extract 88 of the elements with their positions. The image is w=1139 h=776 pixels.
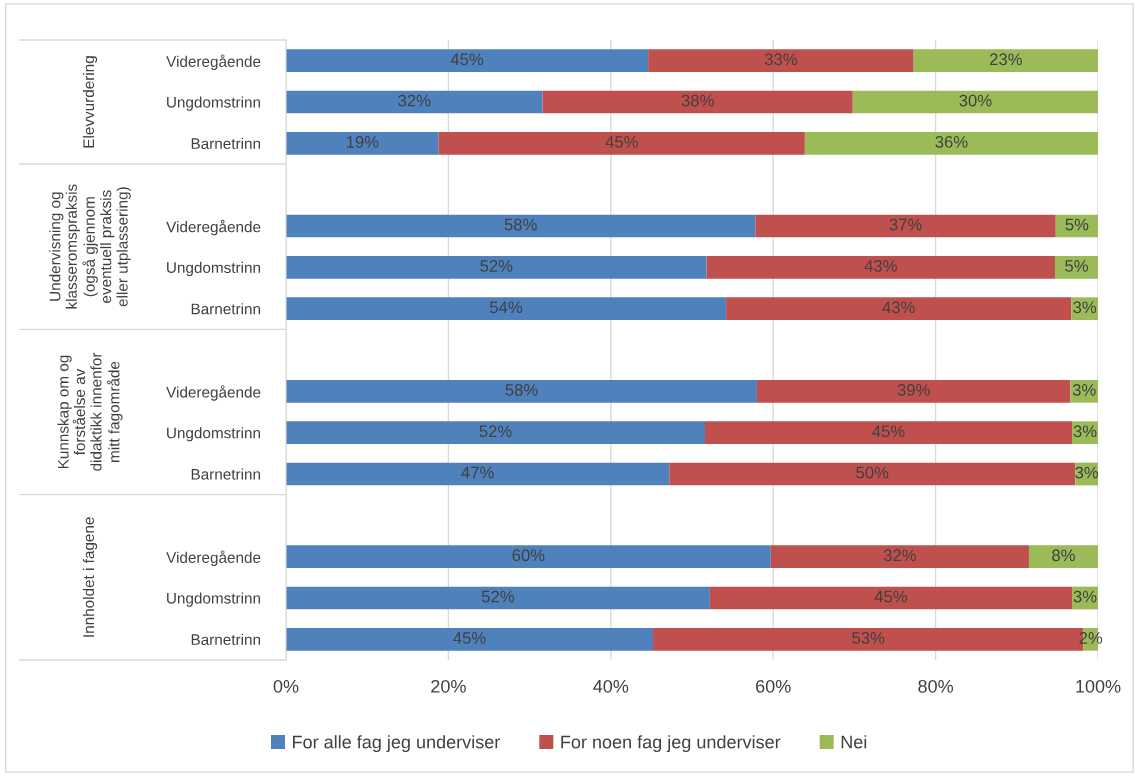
bar bbox=[542, 90, 853, 114]
y-tick-label: Videregående bbox=[166, 550, 261, 566]
y-tick-label: Barnetrinn bbox=[191, 633, 261, 646]
x-tick-label: 60% bbox=[756, 679, 791, 693]
bar bbox=[286, 297, 727, 321]
bar bbox=[286, 586, 710, 610]
bar bbox=[286, 131, 439, 155]
legend-label: For alle fag jeg underviser bbox=[293, 735, 500, 752]
bar bbox=[286, 255, 707, 279]
x-tick-label: 80% bbox=[918, 679, 954, 693]
bar bbox=[286, 462, 670, 486]
data-label: 19% bbox=[346, 136, 379, 148]
text: Innholdet i fagene bbox=[82, 517, 98, 637]
data-label: 5% bbox=[1065, 218, 1089, 231]
y-tick-label: Videregående bbox=[166, 219, 261, 236]
bar bbox=[286, 90, 543, 114]
data-label: 43% bbox=[882, 301, 915, 314]
data-label: 45% bbox=[874, 590, 908, 603]
bar bbox=[286, 421, 705, 445]
y-tick-label: Ungdomstrinn bbox=[167, 261, 261, 277]
y-tick-label: Barnetrinn bbox=[191, 137, 261, 150]
data-label: 53% bbox=[852, 632, 885, 644]
data-label: 8% bbox=[1052, 549, 1075, 562]
y-tick-label: Ungdomstrinn bbox=[167, 96, 261, 111]
data-label: 33% bbox=[764, 53, 797, 66]
bar bbox=[1028, 545, 1098, 569]
bar bbox=[286, 627, 654, 651]
bar bbox=[726, 297, 1072, 321]
data-label: 52% bbox=[481, 590, 515, 603]
data-label: 47% bbox=[461, 466, 494, 479]
data-label: 58% bbox=[504, 218, 537, 231]
data-label: 54% bbox=[490, 301, 523, 314]
bar bbox=[438, 131, 805, 155]
data-label: 3% bbox=[1073, 590, 1097, 603]
data-label: 45% bbox=[450, 53, 484, 66]
bar bbox=[804, 131, 1098, 155]
data-label: 5% bbox=[1065, 260, 1088, 272]
data-label: 37% bbox=[889, 218, 922, 231]
bar bbox=[709, 586, 1073, 610]
legend-label: Nei bbox=[841, 735, 867, 749]
y-tick-label: Ungdomstrinn bbox=[167, 427, 261, 442]
bar bbox=[770, 545, 1029, 569]
data-label: 3% bbox=[1073, 425, 1097, 438]
bar bbox=[913, 49, 1098, 73]
text: Kunnskap om og forståelse av didaktikk innenfor mitt fagområde bbox=[57, 352, 123, 471]
text: Undervisning og klasseromspraksis (også gjennom eventuell praksis eller utplassering) bbox=[49, 184, 131, 309]
y-tick-label: Barnetrinn bbox=[191, 468, 261, 480]
bar bbox=[286, 545, 771, 569]
y-tick-label: Barnetrinn bbox=[191, 303, 261, 315]
data-label: 3% bbox=[1072, 384, 1096, 396]
bar bbox=[669, 462, 1076, 486]
data-label: 36% bbox=[935, 136, 968, 148]
data-label: 52% bbox=[480, 260, 513, 272]
bar bbox=[286, 49, 649, 73]
bar bbox=[756, 379, 1071, 403]
bar bbox=[755, 214, 1056, 238]
data-label: 60% bbox=[512, 549, 545, 562]
legend-label: For noen fag jeg underviser bbox=[561, 735, 781, 752]
data-label: 52% bbox=[479, 425, 512, 438]
data-label: 43% bbox=[864, 260, 897, 272]
x-tick-label: 40% bbox=[593, 679, 629, 693]
y-tick-label: Ungdomstrinn bbox=[167, 592, 261, 607]
data-label: 30% bbox=[959, 94, 992, 107]
x-tick-label: 0% bbox=[273, 679, 299, 693]
data-label: 58% bbox=[505, 384, 538, 396]
bar bbox=[286, 214, 756, 238]
data-label: 32% bbox=[398, 94, 431, 107]
data-label: 50% bbox=[856, 466, 889, 479]
bar bbox=[852, 90, 1098, 114]
bar bbox=[1054, 255, 1098, 279]
y-tick-label: Videregående bbox=[166, 385, 261, 401]
data-label: 38% bbox=[681, 94, 714, 107]
data-label: 45% bbox=[872, 425, 905, 438]
data-label: 3% bbox=[1073, 301, 1097, 314]
data-label: 39% bbox=[897, 384, 930, 396]
data-label: 45% bbox=[453, 632, 486, 644]
bar bbox=[704, 421, 1073, 445]
bar bbox=[706, 255, 1055, 279]
data-label: 3% bbox=[1075, 466, 1099, 479]
bar bbox=[648, 49, 914, 73]
text: Elevvurdering bbox=[82, 56, 98, 148]
y-tick-label: Videregående bbox=[166, 54, 261, 70]
x-tick-label: 20% bbox=[431, 679, 466, 693]
x-tick-label: 100% bbox=[1076, 679, 1121, 693]
bar bbox=[286, 379, 757, 403]
data-label: 45% bbox=[605, 136, 638, 148]
data-label: 23% bbox=[990, 53, 1022, 66]
data-label: 32% bbox=[883, 549, 916, 562]
